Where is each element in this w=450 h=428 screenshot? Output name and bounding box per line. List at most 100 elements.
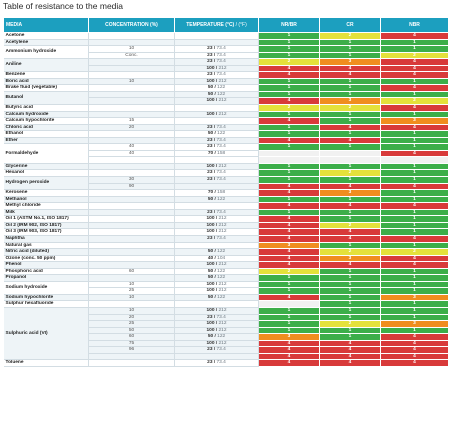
temperature-f: 73.4 bbox=[216, 59, 226, 65]
temperature-f: 212 bbox=[218, 98, 227, 104]
concentration-cell: 10 bbox=[88, 78, 175, 86]
table-row: Sodium hydroxide 10 100 / 212 1 1 1 bbox=[3, 281, 449, 295]
concentration-cell: 60 bbox=[88, 268, 175, 276]
rating-nr-br: 1 bbox=[258, 196, 320, 204]
table-row: Acetone 1 2 4 bbox=[3, 32, 449, 40]
rating-nr-br: 4 bbox=[258, 248, 320, 256]
rating-nbr: 1 bbox=[380, 91, 449, 99]
rating-nr-br: 4 bbox=[258, 340, 320, 348]
rating-nbr: 1 bbox=[380, 143, 449, 151]
temperature-cell: 100 / 212 bbox=[174, 163, 259, 171]
rating-nbr: 4 bbox=[380, 261, 449, 269]
temperature-cell: 100 / 212 bbox=[174, 261, 259, 269]
temperature-cell: 23 / 73.4 bbox=[174, 176, 259, 184]
rating-cr: 4 bbox=[319, 228, 381, 236]
rating-nbr: 4 bbox=[380, 202, 449, 210]
media-name: Methyl chloride bbox=[3, 202, 89, 210]
header-nr-br: NR/BR bbox=[258, 17, 320, 33]
temperature-cell: 100 / 212 bbox=[174, 215, 259, 223]
concentration-cell bbox=[88, 58, 175, 66]
temperature-cell: 50 / 122 bbox=[174, 84, 259, 92]
rating-cr: 1 bbox=[319, 45, 381, 53]
rating-cr: 1 bbox=[319, 111, 381, 119]
rating-cr bbox=[319, 150, 381, 158]
temperature-f: 122 bbox=[217, 131, 226, 137]
rating-cr: 1 bbox=[319, 91, 381, 99]
temperature-c: 100 bbox=[206, 327, 215, 333]
table-row: Boric acid 10 100 / 212 1 1 1 bbox=[3, 78, 449, 86]
header-cr: CR bbox=[319, 17, 381, 33]
temperature-c: 23 bbox=[207, 144, 213, 150]
temperature-cell bbox=[174, 117, 259, 125]
rating-nr-br: 3 bbox=[258, 242, 320, 250]
rating-nr-br: 3 bbox=[258, 333, 320, 341]
concentration-cell bbox=[88, 196, 175, 204]
concentration-cell: 75 bbox=[88, 340, 175, 348]
rating-cr: 1 bbox=[319, 39, 381, 47]
rating-cr: 4 bbox=[319, 65, 381, 73]
rating-nr-br: 1 bbox=[258, 32, 320, 40]
media-name: Milk bbox=[3, 209, 89, 217]
table-row: Aniline 23 / 73.4 2 3 4 bbox=[3, 58, 449, 73]
rating-nr-br: 4 bbox=[258, 228, 320, 236]
rating-nbr: 4 bbox=[380, 65, 449, 73]
rating-nr-br: 1 bbox=[258, 176, 320, 184]
rating-cr: 1 bbox=[319, 84, 381, 92]
temperature-cell bbox=[174, 104, 259, 112]
temperature-f: 73.4 bbox=[216, 314, 226, 320]
media-name: Naphtha bbox=[3, 235, 89, 243]
temperature-cell: 23 / 73.4 bbox=[174, 71, 259, 79]
header-temperature: TEMPERATURE (°C) / (°F) bbox=[174, 17, 259, 33]
temperature-cell: 50 / 122 bbox=[174, 130, 259, 138]
media-name: Phosphoric acid bbox=[3, 268, 89, 276]
table-row: Butanol 50 / 122 1 1 1 bbox=[3, 91, 449, 106]
temperature-f: 73.4 bbox=[216, 72, 226, 78]
rating-nbr: 2 bbox=[380, 97, 449, 105]
table-row bbox=[4, 156, 449, 164]
rating-nr-br: 4 bbox=[258, 359, 320, 367]
rating-nbr: 4 bbox=[380, 235, 449, 243]
header-row: MEDIA CONCENTRATION (%) TEMPERATURE (°C)… bbox=[3, 17, 449, 33]
table-row: 25 100 / 212 1 2 3 bbox=[4, 320, 449, 328]
temperature-c: 100 bbox=[206, 281, 215, 287]
temperature-c: 50 bbox=[207, 249, 214, 255]
concentration-cell bbox=[88, 39, 175, 47]
concentration-cell bbox=[88, 65, 175, 73]
rating-cr: 1 bbox=[319, 274, 381, 282]
rating-nbr: 1 bbox=[380, 268, 449, 276]
rating-nr-br: 4 bbox=[258, 261, 320, 269]
rating-cr: 1 bbox=[319, 300, 381, 308]
temperature-f: 73.4 bbox=[216, 46, 226, 52]
temperature-f: 158 bbox=[217, 190, 226, 196]
rating-nbr: 1 bbox=[380, 130, 449, 138]
rating-nr-br: 4 bbox=[258, 222, 320, 230]
concentration-cell: 40 bbox=[88, 150, 175, 158]
header-media: MEDIA bbox=[3, 17, 89, 33]
rating-nr-br: 4 bbox=[258, 65, 320, 73]
table-row: Methyl chloride 4 4 4 bbox=[3, 202, 449, 210]
rating-cr: 3 bbox=[319, 58, 381, 66]
temperature-cell: 50 / 122 bbox=[174, 274, 259, 282]
rating-nr-br: 1 bbox=[258, 124, 320, 132]
rating-cr: 1 bbox=[319, 294, 381, 302]
concentration-cell: 10 bbox=[88, 281, 175, 289]
rating-cr: 4 bbox=[319, 353, 381, 361]
temperature-cell: 23 / 73.4 bbox=[174, 143, 259, 151]
rating-nr-br: 1 bbox=[258, 84, 320, 92]
temperature-f: 122 bbox=[217, 85, 226, 91]
rating-cr: 1 bbox=[319, 268, 381, 276]
rating-nr-br: 2 bbox=[258, 268, 320, 276]
rating-nbr: 4 bbox=[380, 340, 449, 348]
temperature-c: 23 bbox=[207, 314, 213, 320]
temperature-c: 23 bbox=[207, 72, 213, 78]
rating-nr-br: 1 bbox=[258, 91, 320, 99]
rating-nr-br: 4 bbox=[258, 235, 320, 243]
media-name: Sulphuric acid (VI) bbox=[3, 307, 89, 361]
table-row: Ammonium hydroxide 10 23 / 73.4 1 1 1 bbox=[3, 45, 449, 60]
concentration-cell bbox=[88, 235, 175, 243]
rating-nbr: 1 bbox=[380, 209, 449, 217]
rating-nr-br: 1 bbox=[258, 320, 320, 328]
resistance-table: MEDIA CONCENTRATION (%) TEMPERATURE (°C)… bbox=[3, 17, 449, 367]
temperature-c: 100 bbox=[206, 111, 215, 117]
